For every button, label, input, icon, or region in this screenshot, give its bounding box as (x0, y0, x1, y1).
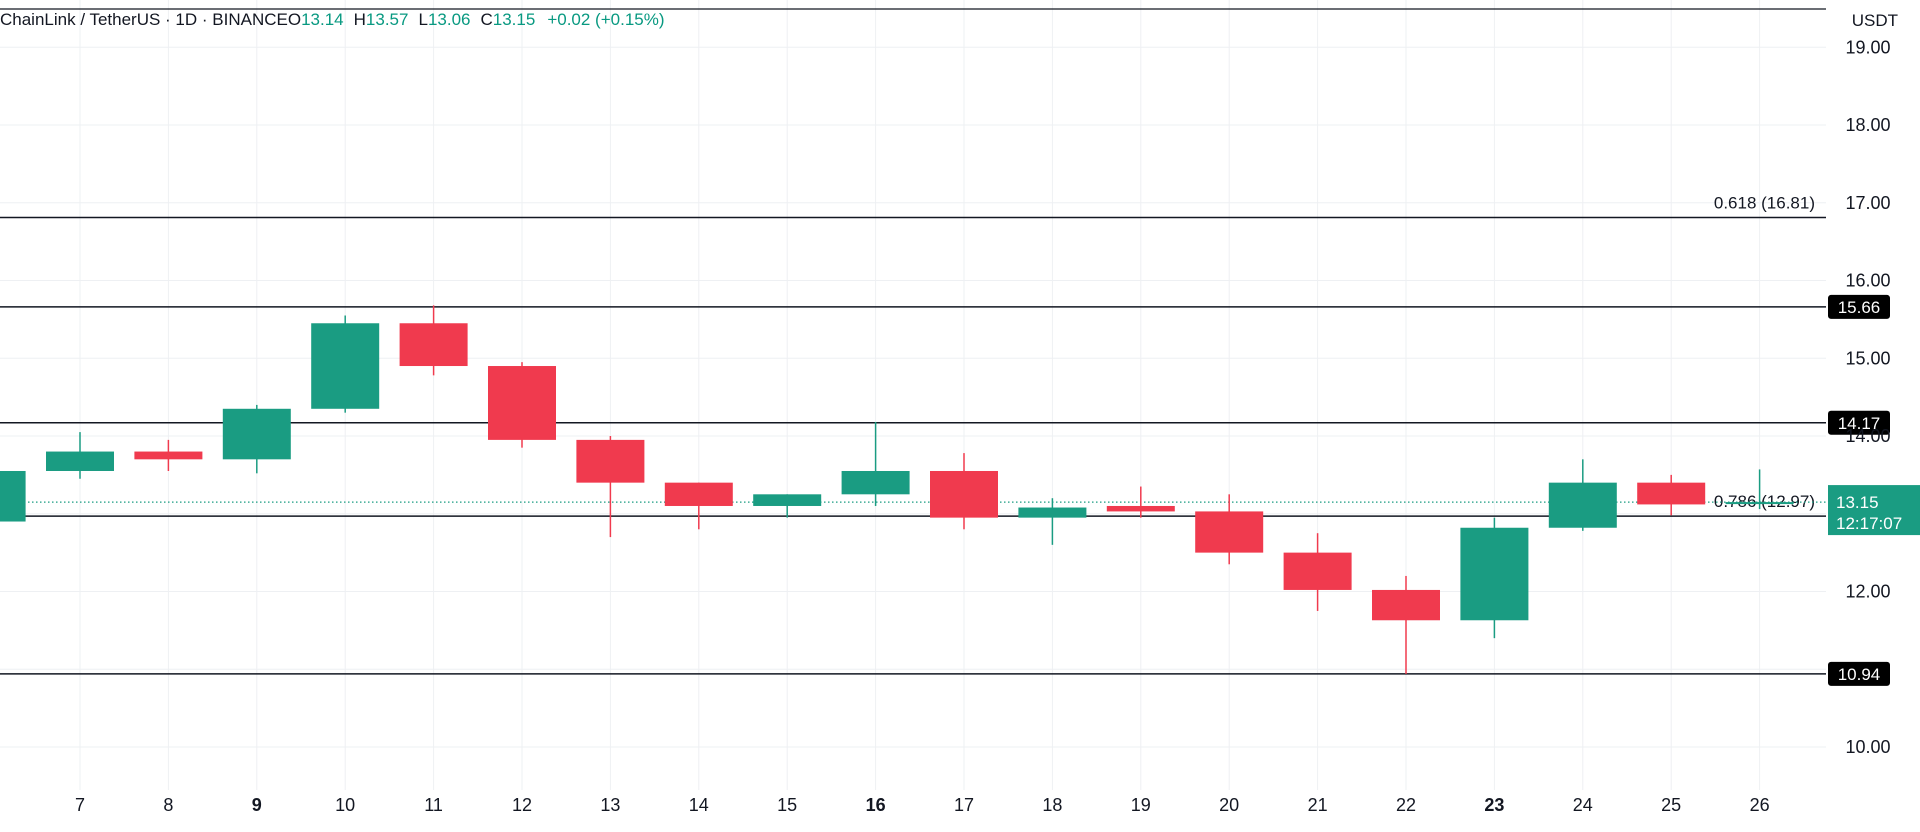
symbol-label[interactable]: ChainLink / TetherUS · 1D · BINANCE (0, 10, 288, 29)
candle-body (1195, 511, 1264, 553)
high-value: 13.57 (365, 10, 409, 29)
x-axis-tick-label: 8 (163, 795, 173, 815)
y-axis-tick-label: 14.00 (1845, 426, 1890, 446)
close-key: C (480, 10, 493, 29)
candle-body (1460, 527, 1529, 621)
x-axis-tick-label: 20 (1219, 795, 1239, 815)
candle-body (0, 470, 26, 522)
y-axis-tick-label: 18.00 (1845, 115, 1890, 135)
x-axis-tick-label: 18 (1042, 795, 1062, 815)
x-axis-tick-label: 21 (1308, 795, 1328, 815)
high-key: H (353, 10, 366, 29)
candle-body (1725, 502, 1794, 505)
x-axis-tick-label: 26 (1750, 795, 1770, 815)
candle-body (1637, 482, 1706, 505)
candle-body (46, 451, 114, 471)
candle-body (134, 451, 203, 460)
price-axis-unit[interactable]: USDT (1851, 11, 1898, 30)
level-label: 0.618 (16.81) (1714, 194, 1815, 213)
x-axis-tick-label: 14 (689, 795, 709, 815)
candle-body (222, 408, 291, 460)
x-axis-tick-label: 24 (1573, 795, 1593, 815)
candle-body (1106, 505, 1175, 512)
candle-body (1548, 482, 1617, 528)
x-axis-tick-label: 17 (954, 795, 974, 815)
candle-body (1018, 507, 1087, 518)
x-axis-tick-label: 10 (335, 795, 355, 815)
y-axis-tick-label: 15.00 (1845, 348, 1890, 368)
x-axis-tick-label: 7 (75, 795, 85, 815)
low-key: L (418, 10, 428, 29)
current-price-value: 13.15 (1836, 493, 1879, 512)
x-axis-tick-label: 16 (866, 795, 886, 815)
x-axis-tick-label: 19 (1131, 795, 1151, 815)
x-axis-tick-label: 12 (512, 795, 532, 815)
candle-body (753, 494, 822, 506)
level-price-tag: 14.17 (1838, 414, 1881, 433)
y-axis-tick-label: 19.00 (1845, 37, 1890, 57)
x-axis-tick-label: 13 (600, 795, 620, 815)
candle-body (930, 470, 998, 518)
change-value: +0.02 (+0.15%) (547, 10, 665, 29)
level-price-tag: 10.94 (1838, 665, 1881, 684)
candle-body (1283, 552, 1352, 590)
y-axis-tick-label: 17.00 (1845, 193, 1890, 213)
y-axis-tick-label: 16.00 (1845, 271, 1890, 291)
candle-body (399, 323, 468, 367)
candle-body (576, 439, 645, 483)
x-axis-tick-label: 23 (1484, 795, 1504, 815)
open-value: 13.14 (301, 10, 344, 29)
candle-body (311, 323, 380, 409)
x-axis-tick-label: 25 (1661, 795, 1681, 815)
current-price-tag-bg (1828, 485, 1920, 536)
y-axis-tick-label: 10.00 (1845, 737, 1890, 757)
countdown-timer: 12:17:07 (1836, 514, 1902, 533)
x-axis-tick-label: 11 (424, 795, 443, 815)
y-axis-tick-label: 12.00 (1845, 582, 1890, 602)
level-price-tag: 15.66 (1838, 298, 1881, 317)
x-axis-tick-label: 9 (252, 795, 262, 815)
close-value: 13.15 (492, 10, 536, 29)
candle-body (1372, 589, 1440, 621)
level-price-tag-bg (1828, 410, 1890, 435)
low-value: 13.06 (427, 10, 471, 29)
candle-body (841, 470, 910, 495)
candle-body (664, 482, 733, 506)
candle-body (488, 366, 556, 440)
level-price-tag-bg (1828, 294, 1890, 319)
chart-header: ChainLink / TetherUS · 1D · BINANCE O 13.… (0, 10, 665, 30)
level-price-tag-bg (1828, 661, 1890, 686)
x-axis-tick-label: 15 (777, 795, 797, 815)
open-key: O (287, 10, 302, 29)
x-axis-tick-label: 22 (1396, 795, 1416, 815)
